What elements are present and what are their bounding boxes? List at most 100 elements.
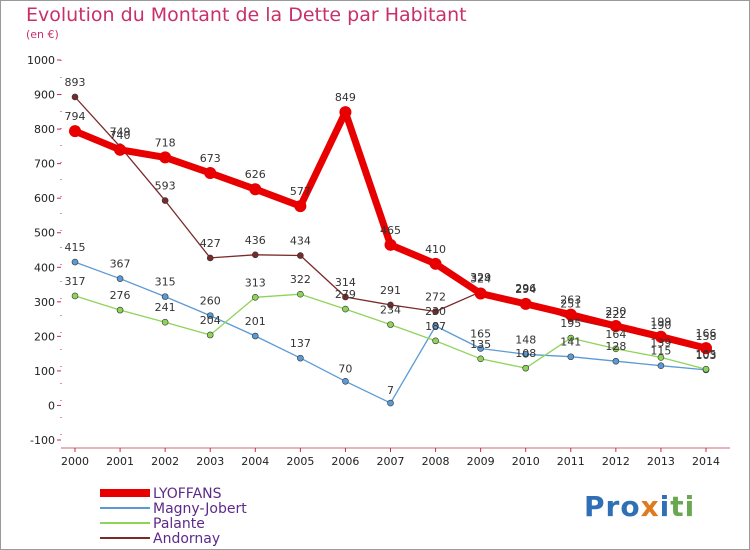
x-tick-label: 2010 — [512, 455, 540, 468]
data-point — [251, 332, 259, 340]
data-label: 166 — [696, 327, 717, 340]
data-label: 314 — [335, 276, 356, 289]
data-point — [206, 331, 214, 339]
data-point — [206, 254, 214, 262]
data-point — [429, 257, 442, 270]
data-label: 165 — [470, 327, 491, 340]
data-point — [564, 308, 577, 321]
data-point — [342, 293, 349, 301]
data-label: 465 — [380, 224, 401, 237]
data-label: 103 — [696, 349, 717, 362]
data-label: 434 — [290, 235, 311, 248]
y-tick-label: 500 — [34, 227, 55, 240]
data-label: 105 — [696, 348, 717, 361]
data-point — [387, 301, 394, 309]
data-point — [297, 252, 304, 259]
data-label: 241 — [155, 301, 176, 314]
data-label: 313 — [245, 276, 266, 289]
legend-label: Palante — [153, 516, 205, 532]
data-label: 436 — [245, 234, 266, 247]
data-label: 70 — [338, 362, 352, 375]
data-point — [612, 345, 620, 353]
x-tick-label: 2014 — [692, 455, 720, 468]
data-label: 148 — [515, 333, 536, 346]
data-point — [71, 292, 79, 300]
data-point — [567, 334, 575, 342]
data-label: 794 — [65, 110, 86, 123]
data-label: 187 — [425, 320, 446, 333]
data-point — [387, 399, 394, 407]
y-tick-label: 400 — [34, 261, 55, 274]
data-point — [206, 312, 214, 319]
data-label: 195 — [560, 317, 581, 330]
data-label: 291 — [380, 284, 401, 297]
legend-label: Andornay — [153, 531, 220, 547]
data-label: 296 — [515, 282, 536, 295]
data-label: 164 — [605, 328, 626, 341]
data-point — [700, 342, 712, 355]
data-label: 849 — [335, 91, 356, 104]
data-point — [249, 183, 262, 196]
data-point — [612, 357, 620, 365]
data-label: 322 — [290, 273, 311, 286]
data-label: 141 — [560, 336, 581, 349]
data-point — [251, 294, 259, 301]
data-point — [432, 337, 439, 345]
data-label: 740 — [110, 129, 131, 142]
y-tick-label: 100 — [34, 365, 55, 378]
data-point — [204, 166, 217, 179]
data-label: 276 — [110, 289, 131, 302]
data-point — [474, 287, 487, 300]
data-label: 7 — [387, 384, 394, 397]
series-layer — [69, 93, 712, 407]
data-label: 317 — [65, 275, 86, 288]
x-tick-label: 2003 — [196, 455, 224, 468]
data-point — [116, 275, 124, 282]
data-label: 201 — [245, 315, 266, 328]
x-tick-label: 2004 — [241, 455, 269, 468]
data-point — [161, 197, 169, 204]
data-label: 593 — [155, 180, 176, 193]
y-tick-label: 200 — [34, 330, 55, 343]
data-label: 230 — [605, 305, 626, 318]
data-point — [339, 106, 352, 119]
chart-subtitle: (en €) — [26, 28, 59, 41]
data-point — [432, 308, 439, 315]
data-point — [477, 345, 484, 352]
x-tick-label: 2001 — [106, 455, 134, 468]
x-tick-label: 2011 — [557, 455, 585, 468]
legend-label: LYOFFANS — [153, 486, 222, 502]
data-point — [251, 251, 259, 259]
data-point — [567, 353, 575, 361]
data-label: 115 — [650, 345, 671, 358]
data-point — [297, 354, 304, 362]
data-label: 137 — [290, 337, 311, 350]
data-label: 190 — [650, 319, 671, 332]
data-label: 279 — [335, 288, 356, 301]
data-point — [657, 362, 665, 370]
data-point — [114, 143, 127, 156]
data-label: 329 — [470, 271, 491, 284]
data-label: 626 — [245, 168, 266, 181]
data-point — [477, 355, 484, 363]
axes: -100 0 100 200 300 400 500 600 700 800 900 1000 2000… — [27, 54, 730, 468]
proxiti-logo: Proxiti — [584, 490, 696, 523]
data-label: 718 — [155, 136, 176, 149]
data-point — [342, 377, 349, 385]
data-point — [342, 305, 349, 313]
data-label: 158 — [696, 330, 717, 343]
y-tick-label: 600 — [34, 192, 55, 205]
data-label: 263 — [560, 294, 581, 307]
data-label: 294 — [515, 283, 536, 296]
data-label: 324 — [470, 273, 491, 286]
data-point — [522, 364, 530, 372]
data-label: 367 — [110, 258, 131, 271]
data-label: 272 — [425, 290, 446, 303]
data-point — [432, 322, 439, 330]
data-label: 749 — [110, 126, 131, 139]
data-point — [294, 200, 307, 213]
data-point — [297, 290, 304, 298]
data-point — [69, 125, 81, 138]
